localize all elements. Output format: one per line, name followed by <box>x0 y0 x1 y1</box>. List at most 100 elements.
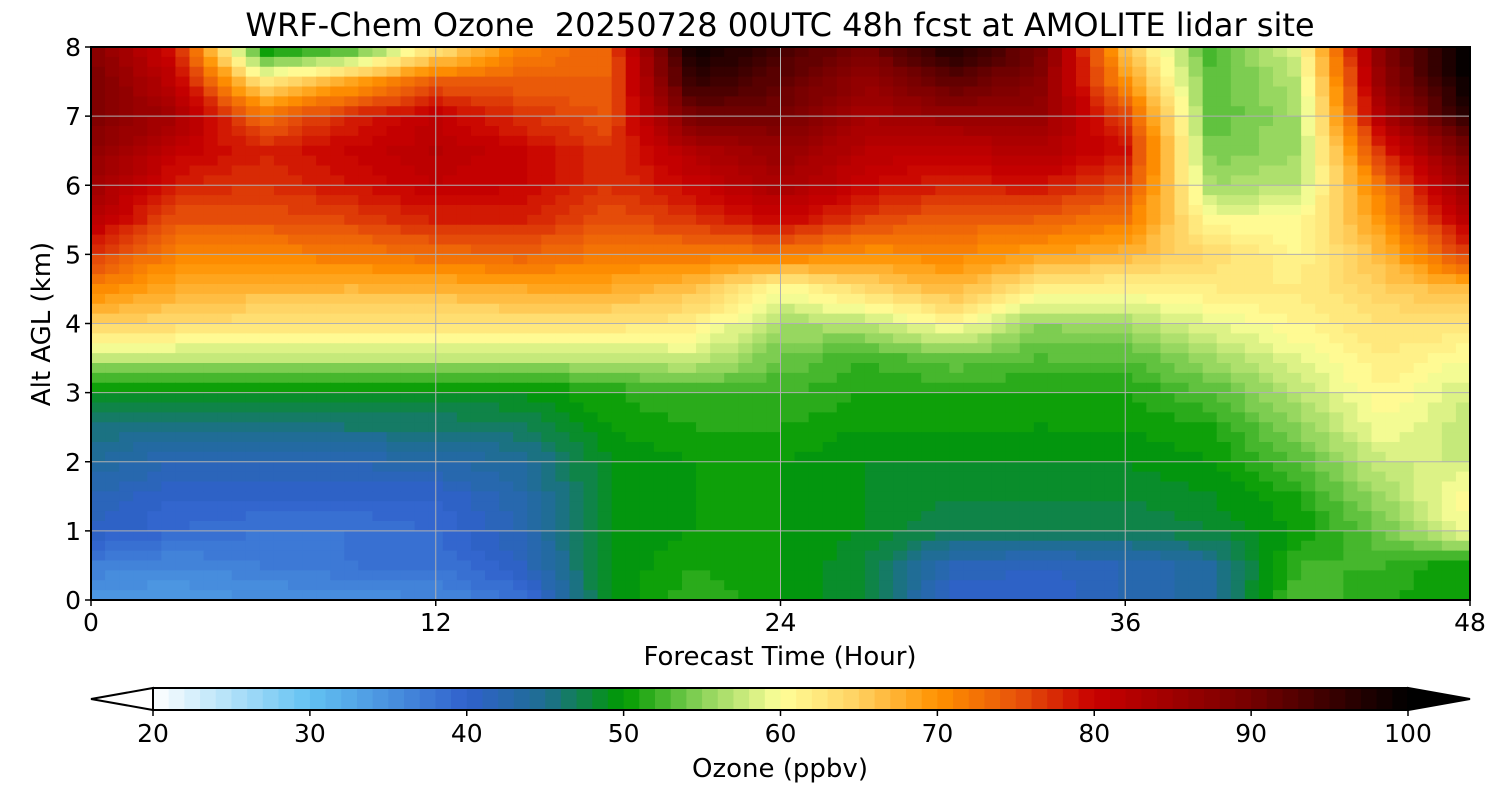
heatmap-cell <box>850 372 866 384</box>
heatmap-cell <box>611 126 627 137</box>
heatmap-cell <box>1258 214 1274 226</box>
heatmap-cell <box>555 422 571 433</box>
heatmap-cell <box>766 293 782 305</box>
heatmap-cell <box>456 422 472 433</box>
heatmap-cell <box>1061 333 1077 344</box>
heatmap-cell <box>667 185 683 196</box>
heatmap-cell <box>611 491 627 502</box>
heatmap-cell <box>1202 402 1218 413</box>
heatmap-cell <box>1061 145 1077 157</box>
heatmap-cell <box>161 135 177 147</box>
heatmap-cell <box>1019 126 1035 137</box>
heatmap-cell <box>836 451 852 463</box>
heatmap-cell <box>1273 293 1288 305</box>
heatmap-cell <box>808 422 824 433</box>
heatmap-cell <box>217 47 233 58</box>
heatmap-cell <box>1441 66 1457 78</box>
heatmap-cell <box>555 185 571 196</box>
heatmap-cell <box>358 402 374 413</box>
heatmap-cell <box>1160 363 1176 374</box>
heatmap-cell <box>1385 511 1401 522</box>
heatmap-cell <box>372 254 388 265</box>
heatmap-cell <box>625 313 641 325</box>
heatmap-cell <box>1385 47 1401 58</box>
heatmap-cell <box>1343 254 1359 265</box>
heatmap-cell <box>836 293 852 305</box>
heatmap-cell <box>1216 491 1232 502</box>
heatmap-cell <box>344 422 359 433</box>
heatmap-cell <box>302 432 317 443</box>
heatmap-cell <box>1427 86 1443 97</box>
heatmap-cell <box>1413 234 1429 246</box>
heatmap-cell <box>738 214 753 226</box>
heatmap-cell <box>316 511 331 522</box>
heatmap-cell <box>935 244 950 255</box>
heatmap-cell <box>864 175 880 186</box>
heatmap-cell <box>611 442 627 453</box>
heatmap-cell <box>766 540 782 552</box>
heatmap-cell <box>1104 363 1119 374</box>
heatmap-cell <box>1160 185 1176 196</box>
heatmap-cell <box>724 293 739 305</box>
heatmap-cell <box>569 234 585 246</box>
heatmap-cell <box>977 195 993 206</box>
heatmap-cell <box>161 481 177 492</box>
heatmap-cell <box>1399 96 1415 107</box>
heatmap-cell <box>949 284 965 295</box>
heatmap-cell <box>879 392 894 404</box>
heatmap-cell <box>864 451 880 463</box>
heatmap-cell <box>442 175 458 186</box>
heatmap-cell <box>203 96 219 107</box>
heatmap-cell <box>752 86 768 97</box>
heatmap-cell <box>1371 530 1387 542</box>
heatmap-cell <box>1146 471 1162 483</box>
heatmap-cell <box>344 274 359 285</box>
heatmap-cell <box>1329 76 1344 88</box>
heatmap-cell <box>1160 56 1176 68</box>
heatmap-cell <box>1076 442 1091 453</box>
heatmap-cell <box>611 66 627 78</box>
heatmap-cell <box>653 214 669 226</box>
heatmap-cell <box>1357 145 1373 157</box>
heatmap-cell <box>639 412 655 423</box>
heatmap-cell <box>1301 471 1316 483</box>
heatmap-cell <box>963 165 979 176</box>
heatmap-cell <box>935 254 950 265</box>
heatmap-cell <box>273 343 289 354</box>
heatmap-cell <box>175 244 191 255</box>
heatmap-cell <box>738 501 753 512</box>
heatmap-cell <box>907 530 922 542</box>
heatmap-cell <box>485 264 500 275</box>
heatmap-cell <box>1202 461 1218 473</box>
heatmap-cell <box>893 264 908 275</box>
heatmap-cell <box>330 432 345 443</box>
heatmap-cell <box>119 116 134 127</box>
heatmap-cell <box>386 244 402 255</box>
heatmap-cell <box>414 264 430 275</box>
heatmap-cell <box>203 274 219 285</box>
heatmap-cell <box>1413 175 1429 186</box>
heatmap-cell <box>1385 244 1401 255</box>
heatmap-cell <box>147 66 162 78</box>
heatmap-cell <box>1090 56 1105 68</box>
heatmap-cell <box>766 234 782 246</box>
heatmap-cell <box>653 451 669 463</box>
heatmap-cell <box>907 412 922 423</box>
heatmap-cell <box>231 56 247 68</box>
heatmap-cell <box>991 185 1007 196</box>
heatmap-cell <box>639 432 655 443</box>
heatmap-cell <box>105 244 120 255</box>
heatmap-cell <box>921 244 936 255</box>
heatmap-cell <box>1230 175 1246 186</box>
heatmap-cell <box>217 66 233 78</box>
heatmap-cell <box>724 392 739 404</box>
heatmap-cell <box>682 47 697 58</box>
heatmap-cell <box>456 402 472 413</box>
heatmap-cell <box>1216 432 1232 443</box>
heatmap-cell <box>203 264 219 275</box>
heatmap-cell <box>822 96 838 107</box>
heatmap-cell <box>330 530 345 542</box>
heatmap-cell <box>780 116 796 127</box>
heatmap-cell <box>1104 412 1119 423</box>
heatmap-cell <box>1315 205 1330 216</box>
